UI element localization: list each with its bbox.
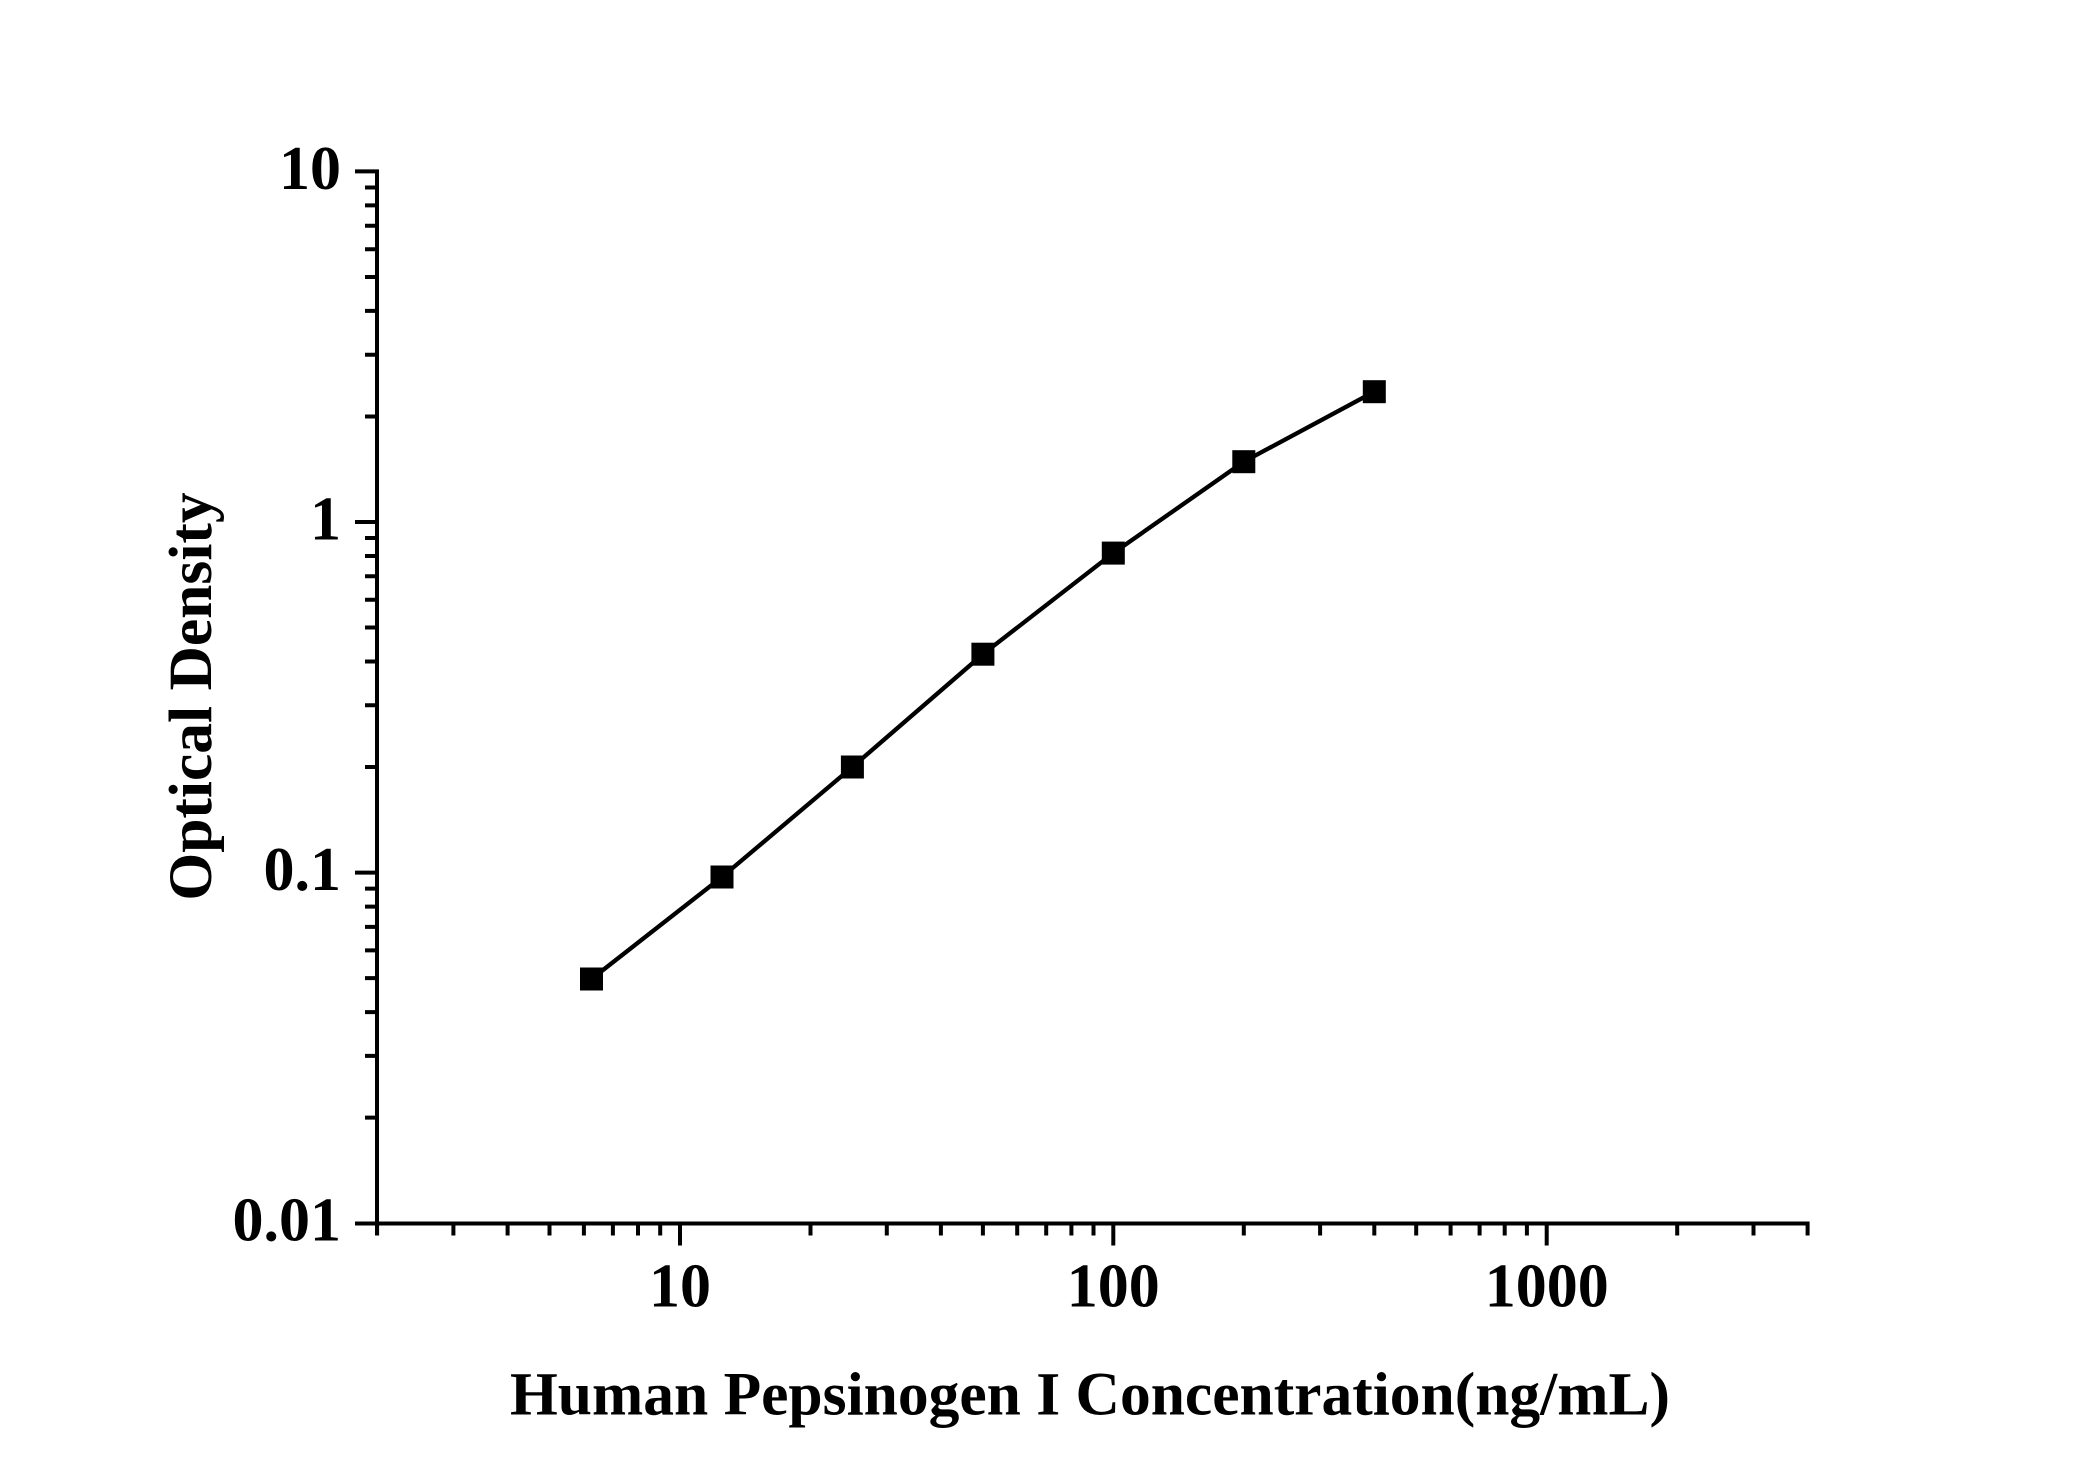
svg-text:0.1: 0.1 [264, 836, 342, 904]
svg-text:1: 1 [310, 486, 341, 554]
svg-text:100: 100 [1067, 1253, 1160, 1321]
svg-text:Optical Density: Optical Density [157, 492, 225, 901]
svg-text:1000: 1000 [1485, 1253, 1609, 1321]
svg-text:Human Pepsinogen I Concentrati: Human Pepsinogen I Concentration(ng/mL) [510, 1361, 1670, 1429]
svg-text:10: 10 [279, 135, 341, 203]
svg-text:0.01: 0.01 [233, 1187, 342, 1255]
svg-text:10: 10 [649, 1253, 711, 1321]
